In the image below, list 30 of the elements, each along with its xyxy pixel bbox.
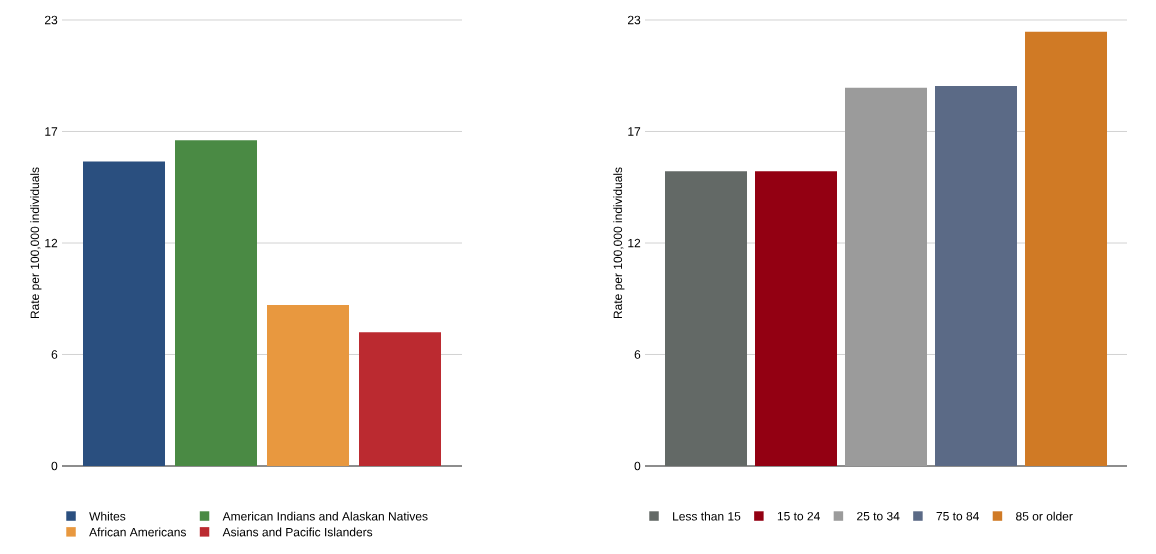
y-tick-label: 0 <box>51 461 58 471</box>
y-tick-label: 23 <box>628 15 641 25</box>
bar <box>755 171 838 466</box>
y-tick-label: 17 <box>628 127 641 136</box>
bar <box>83 161 165 466</box>
legend-label: 15 to 24 <box>777 511 820 521</box>
bar <box>1025 31 1108 466</box>
y-tick-label: 23 <box>45 15 58 25</box>
legend-label: 85 or older <box>1016 511 1073 521</box>
y-tick-label: 0 <box>634 461 641 471</box>
bar <box>175 140 257 466</box>
legend-label: African Americans <box>89 527 186 537</box>
bar <box>267 305 350 466</box>
y-tick-label: 6 <box>51 350 58 359</box>
legend-label: 75 to 84 <box>936 511 979 521</box>
legend-label: Less than 15 <box>673 511 741 521</box>
legend-label: Whites <box>89 511 126 521</box>
y-axis-title: Rate per 100,000 individuals <box>30 167 42 319</box>
legend-label: Asians and Pacific Islanders <box>222 527 373 537</box>
legend-label: 25 to 34 <box>857 511 900 521</box>
bar <box>359 332 442 466</box>
legend-label: American Indians and Alaskan Natives <box>222 511 428 521</box>
bar <box>665 171 747 466</box>
y-tick-label: 12 <box>628 238 641 248</box>
y-axis-title: Rate per 100,000 individuals <box>613 167 625 319</box>
y-tick-label: 17 <box>45 127 58 136</box>
bar <box>845 87 928 466</box>
bar <box>935 85 1018 466</box>
y-tick-label: 6 <box>634 350 641 359</box>
y-tick-label: 12 <box>45 238 58 248</box>
